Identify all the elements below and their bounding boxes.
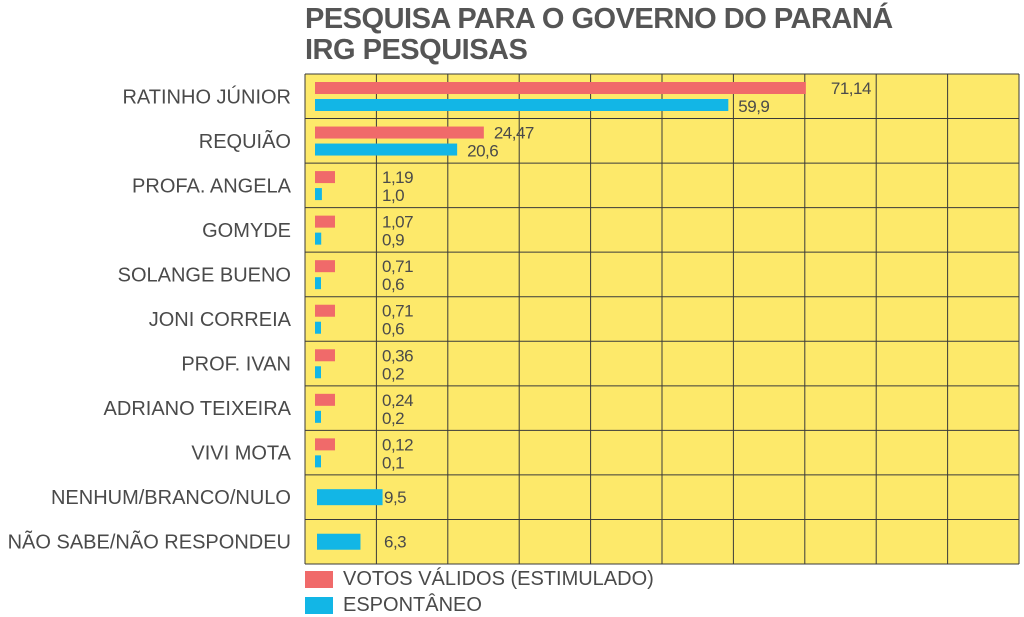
grid-lines bbox=[304, 73, 1020, 565]
category-label: GOMYDE bbox=[202, 220, 291, 242]
bar-stimulated bbox=[315, 393, 335, 406]
value-label-spontaneous: 0,1 bbox=[382, 453, 404, 472]
value-label-stimulated: 0,71 bbox=[382, 257, 413, 276]
category-label: PROF. IVAN bbox=[181, 354, 291, 376]
bar-spontaneous bbox=[317, 489, 383, 506]
value-label-spontaneous: 6,3 bbox=[384, 533, 406, 552]
bar-stimulated bbox=[315, 171, 335, 184]
category-label: SOLANGE BUENO bbox=[118, 264, 291, 286]
legend-label-stimulated: VOTOS VÁLIDOS (ESTIMULADO) bbox=[343, 568, 654, 590]
bar-stimulated bbox=[315, 349, 335, 362]
bar-spontaneous bbox=[315, 188, 322, 201]
bar-stimulated bbox=[315, 215, 335, 228]
value-label-stimulated: 0,12 bbox=[382, 435, 413, 454]
bar-stimulated bbox=[315, 260, 335, 273]
bar-spontaneous bbox=[315, 99, 729, 111]
bar-stimulated bbox=[315, 82, 806, 94]
bar-spontaneous bbox=[315, 277, 321, 290]
value-label-stimulated: 0,71 bbox=[382, 302, 413, 321]
legend-swatch-spontaneous bbox=[305, 597, 333, 614]
value-label-spontaneous: 0,2 bbox=[382, 364, 404, 383]
legend-item-stimulated: VOTOS VÁLIDOS (ESTIMULADO) bbox=[305, 568, 654, 591]
bars bbox=[315, 82, 806, 550]
category-label: RATINHO JÚNIOR bbox=[122, 85, 291, 108]
value-label-spontaneous: 59,9 bbox=[738, 97, 769, 116]
category-label: NÃO SABE/NÃO RESPONDEU bbox=[8, 530, 291, 554]
value-label-spontaneous: 0,6 bbox=[382, 275, 404, 294]
bar-spontaneous bbox=[317, 533, 361, 550]
value-label-spontaneous: 0,6 bbox=[382, 320, 404, 339]
legend-swatch-stimulated bbox=[305, 571, 333, 588]
value-label-stimulated: 1,19 bbox=[382, 168, 413, 187]
bar-spontaneous bbox=[315, 143, 458, 156]
category-label: NENHUM/BRANCO/NULO bbox=[51, 487, 291, 509]
value-label-stimulated: 1,07 bbox=[382, 213, 413, 232]
category-label: JONI CORREIA bbox=[149, 309, 292, 331]
legend-item-spontaneous: ESPONTÂNEO bbox=[305, 594, 482, 617]
value-label-stimulated: 0,36 bbox=[382, 346, 413, 365]
category-label: REQUIÃO bbox=[199, 129, 291, 153]
bar-spontaneous bbox=[315, 455, 321, 468]
bar-spontaneous bbox=[315, 232, 322, 245]
value-label-stimulated: 71,14 bbox=[831, 79, 871, 98]
value-label-stimulated: 24,47 bbox=[494, 124, 534, 143]
category-label: VIVI MOTA bbox=[191, 443, 291, 465]
value-label-spontaneous: 20,6 bbox=[467, 142, 498, 161]
chart-subtitle: IRG PESQUISAS bbox=[305, 34, 528, 66]
bar-spontaneous bbox=[315, 366, 321, 379]
value-label-spontaneous: 1,0 bbox=[382, 186, 404, 205]
bar-stimulated bbox=[315, 438, 335, 451]
value-label-spontaneous: 0,9 bbox=[382, 231, 404, 250]
bar-stimulated bbox=[315, 126, 484, 139]
bar-spontaneous bbox=[315, 410, 321, 423]
bar-stimulated bbox=[315, 304, 335, 317]
chart-title: PESQUISA PARA O GOVERNO DO PARANÁ bbox=[305, 3, 893, 35]
value-label-spontaneous: 9,5 bbox=[384, 488, 406, 507]
category-label: PROFA. ANGELA bbox=[132, 175, 292, 197]
value-label-stimulated: 0,24 bbox=[382, 391, 413, 410]
legend-label-spontaneous: ESPONTÂNEO bbox=[343, 594, 482, 616]
category-label: ADRIANO TEIXEIRA bbox=[104, 398, 292, 420]
value-label-spontaneous: 0,2 bbox=[382, 409, 404, 428]
bar-spontaneous bbox=[315, 321, 321, 334]
